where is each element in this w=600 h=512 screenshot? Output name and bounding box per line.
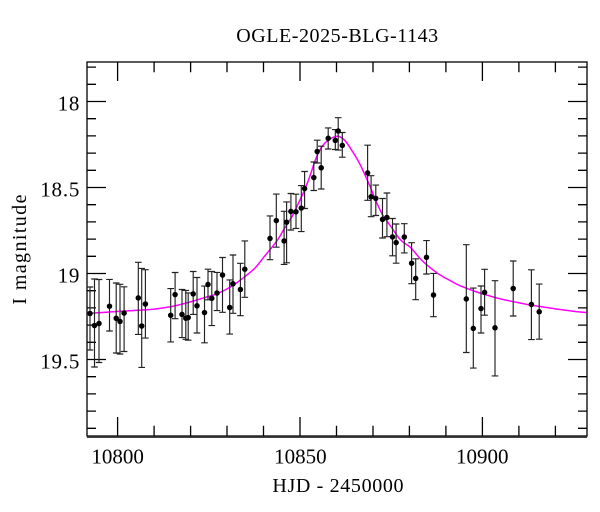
svg-text:18.5: 18.5 [40, 177, 80, 201]
svg-text:19: 19 [58, 263, 81, 287]
svg-text:10900: 10900 [456, 445, 509, 469]
svg-text:10850: 10850 [274, 445, 327, 469]
svg-text:HJD - 2450000: HJD - 2450000 [272, 475, 404, 497]
svg-text:19.5: 19.5 [40, 349, 80, 373]
svg-text:I magnitude: I magnitude [9, 193, 31, 304]
svg-text:10800: 10800 [91, 445, 144, 469]
svg-text:18: 18 [58, 91, 81, 115]
svg-text:OGLE-2025-BLG-1143: OGLE-2025-BLG-1143 [236, 25, 438, 47]
